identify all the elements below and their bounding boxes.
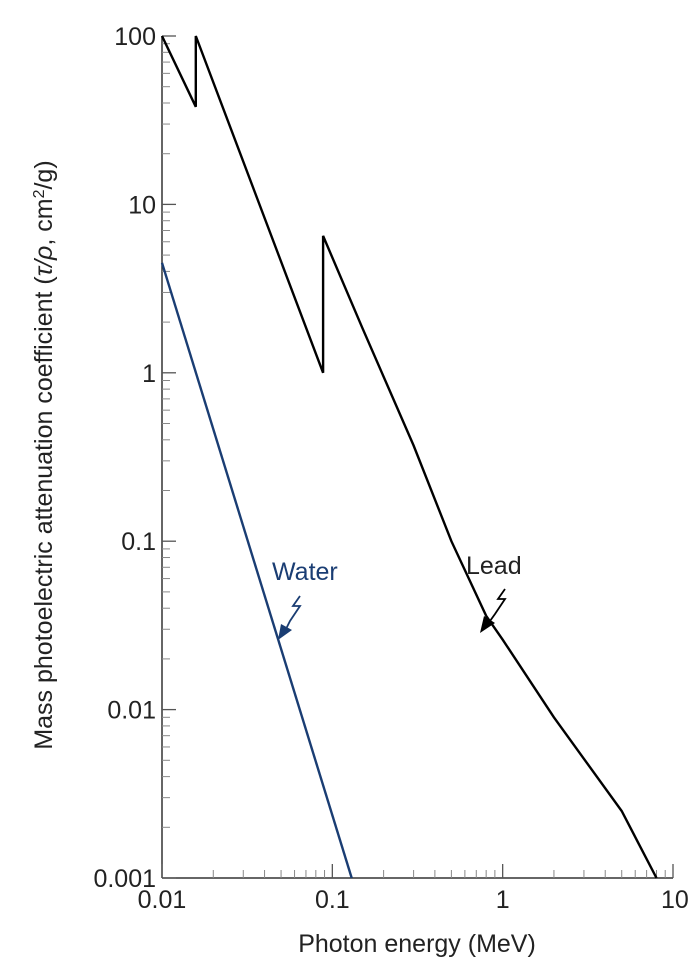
series-line-water: [160, 262, 353, 879]
y-axis-title-symbol: τ/ρ: [30, 246, 58, 277]
y-axis-title: Mass photoelectric attenuation coefficie…: [30, 160, 58, 749]
lead-arrowhead: [480, 616, 495, 633]
ticks: [161, 35, 674, 879]
series-line-lead: [160, 35, 658, 879]
y-axis-title-prefix: Mass photoelectric attenuation coefficie…: [30, 276, 58, 750]
series-lines: [160, 35, 658, 879]
y-axis-title-sup: 2: [31, 189, 48, 198]
x-tick-label: 10: [661, 886, 689, 914]
y-tick-label: 0.01: [107, 697, 156, 725]
water-label: Water: [272, 558, 338, 586]
axes: [161, 36, 673, 879]
y-tick-label: 10: [128, 191, 156, 219]
water-leader-line: [285, 595, 302, 630]
water-arrowhead: [278, 624, 292, 640]
y-tick-label: 100: [114, 23, 156, 51]
y-axis-title-unit: , cm: [30, 198, 58, 245]
lead-leader-line: [489, 588, 507, 622]
x-tick-label: 1: [496, 886, 510, 914]
y-tick-label: 0.001: [93, 865, 156, 893]
x-tick-label: 0.01: [138, 886, 187, 914]
annotations: Water Lead: [272, 552, 522, 640]
lead-label: Lead: [466, 552, 522, 580]
y-tick-label: 0.1: [121, 528, 156, 556]
x-tick-label: 0.1: [315, 886, 350, 914]
y-tick-label: 1: [142, 360, 156, 388]
y-axis-title-unit-post: /g): [30, 160, 58, 189]
x-axis-title: Photon energy (MeV): [298, 930, 536, 958]
